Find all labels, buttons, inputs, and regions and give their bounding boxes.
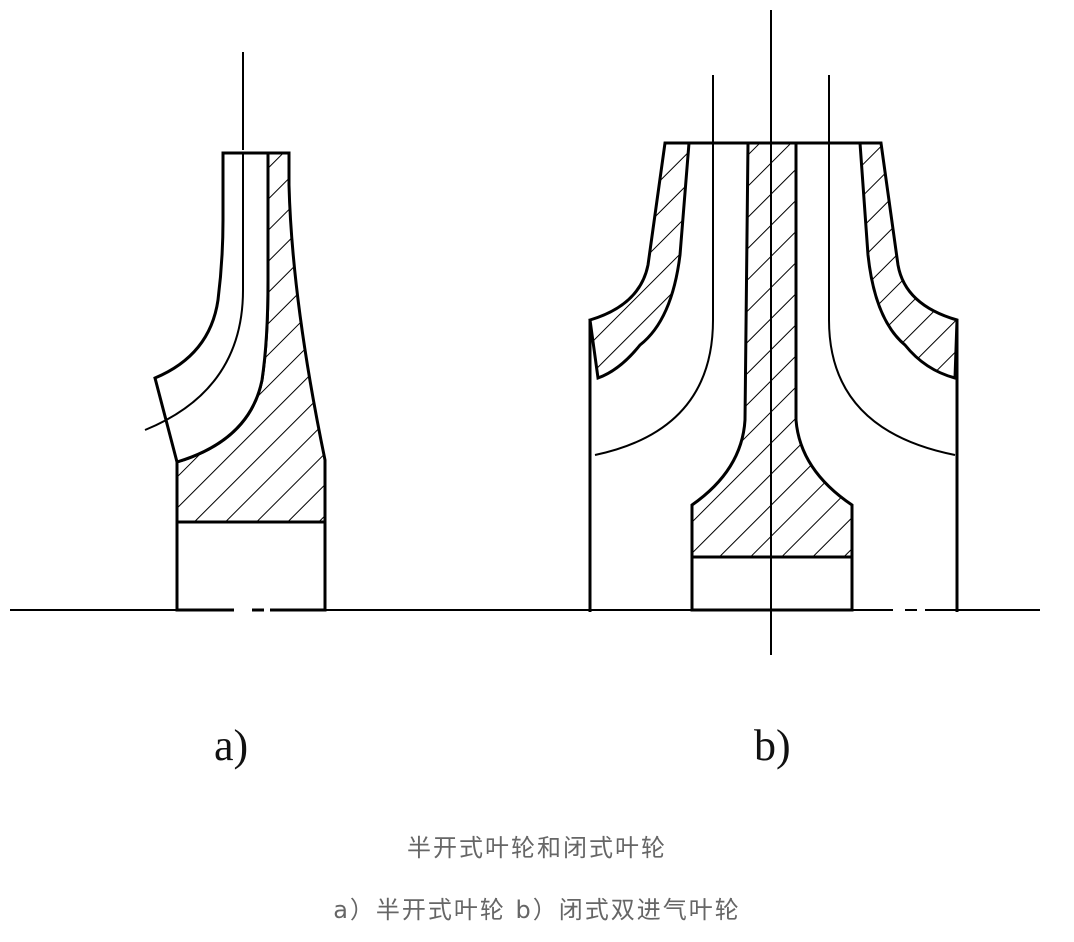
figure-label-a: a) [214, 721, 249, 770]
left-shroud-section [588, 141, 691, 381]
figure-caption-title: 半开式叶轮和闭式叶轮 [407, 834, 667, 862]
right-shroud-section [858, 141, 959, 380]
semi-open-impeller [144, 52, 327, 612]
closed-double-suction-impeller [588, 10, 959, 655]
figure-label-b: b) [754, 721, 791, 770]
figure-caption-subtitle: a）半开式叶轮 b）闭式双进气叶轮 [333, 896, 741, 924]
